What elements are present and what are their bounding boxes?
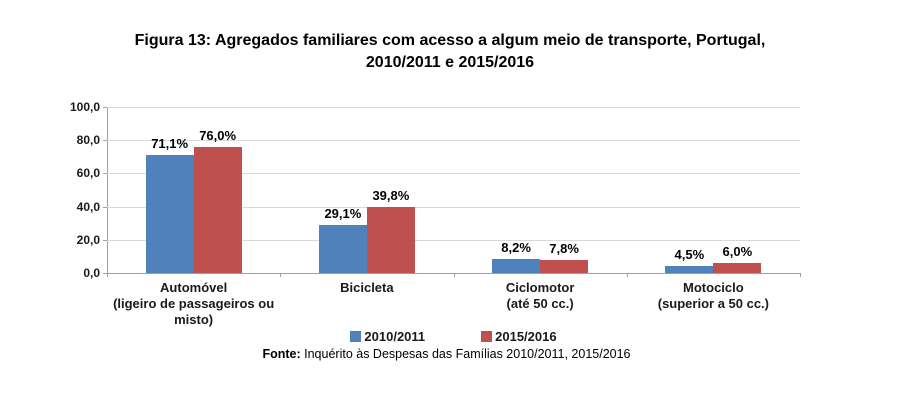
y-axis-tick	[103, 173, 107, 175]
category-label: Bicicleta	[275, 280, 459, 296]
gridline	[107, 206, 800, 208]
data-label: 6,0%	[722, 244, 753, 260]
x-axis-tick	[800, 273, 801, 277]
data-label: 8,2%	[501, 240, 531, 256]
figure-title-line2: 2010/2011 e 2015/2016	[365, 54, 535, 71]
x-axis-tick	[280, 273, 282, 277]
gridline	[107, 239, 800, 241]
category-label-line: (superior a 50 cc.)	[657, 296, 770, 311]
category-label-line: (ligeiro de passageiros ou	[113, 296, 275, 311]
legend-swatch-2010-2011-icon	[350, 331, 362, 342]
category-label-line: Bicicleta	[340, 280, 394, 295]
source-note-prefix: Fonte:	[262, 347, 301, 361]
bar-2015-2016-4	[713, 263, 762, 273]
data-label: 4,5%	[674, 246, 705, 262]
category-label: Ciclomotor (até 50 cc.)	[448, 280, 632, 312]
bar-2010-2011-2	[318, 224, 367, 273]
y-axis-tick	[103, 206, 107, 208]
source-note-text: Inquérito às Despesas das Famílias 2010/…	[300, 347, 631, 361]
y-axis-tick-label: 0,0	[83, 266, 100, 280]
figure-title: Figura 13: Agregados familiares com aces…	[0, 30, 900, 74]
y-axis	[107, 107, 108, 273]
category-label-line: Automóvel	[160, 280, 228, 295]
category-label-line: Ciclomotor	[505, 280, 575, 295]
legend-label-2010-2011: 2010/2011	[364, 329, 426, 344]
y-axis-tick	[103, 239, 107, 241]
data-label: 76,0%	[199, 127, 237, 143]
source-note: Fonte: Inquérito às Despesas das Família…	[0, 347, 893, 361]
data-label: 39,8%	[372, 187, 410, 203]
bar-2010-2011-3	[492, 259, 541, 273]
category-label: Automóvel (ligeiro de passageiros ou misto…	[102, 280, 286, 328]
category-label-line: (até 50 cc.)	[506, 296, 574, 311]
category-label: Motociclo (superior a 50 cc.)	[621, 280, 805, 312]
category-label-line: misto)	[174, 312, 214, 327]
y-axis-tick	[103, 107, 107, 108]
legend-item-2015-2016: 2015/2016	[481, 329, 557, 344]
bar-2015-2016-2	[366, 206, 415, 273]
y-axis-tick-label: 40,0	[76, 199, 100, 214]
bar-2015-2016-1	[193, 146, 242, 273]
y-axis-tick-label: 20,0	[76, 232, 100, 247]
category-label-line: Motociclo	[683, 280, 744, 295]
data-label: 29,1%	[324, 205, 362, 221]
legend-swatch-2015-2016-icon	[481, 331, 493, 342]
y-axis-tick-label: 60,0	[76, 166, 100, 181]
y-axis-tick	[103, 273, 107, 274]
legend: 2010/2011 2015/2016	[0, 329, 900, 344]
gridline	[107, 107, 800, 108]
x-axis-tick	[107, 273, 108, 277]
bar-2010-2011-4	[665, 265, 714, 273]
y-axis-tick	[103, 140, 107, 142]
x-axis-tick	[626, 273, 628, 277]
legend-label-2015-2016: 2015/2016	[495, 329, 557, 344]
bar-2010-2011-1	[145, 154, 194, 273]
data-label: 71,1%	[151, 135, 189, 151]
data-label: 7,8%	[549, 241, 579, 257]
y-axis-tick-label: 80,0	[76, 133, 100, 148]
legend-item-2010-2011: 2010/2011	[350, 329, 425, 344]
figure-title-line1: Figura 13: Agregados familiares com aces…	[134, 32, 766, 49]
x-axis-tick	[453, 273, 455, 277]
gridline	[107, 173, 800, 175]
gridline	[107, 140, 800, 142]
y-axis-tick-label: 100,0	[69, 100, 100, 114]
bar-2015-2016-3	[540, 260, 589, 273]
